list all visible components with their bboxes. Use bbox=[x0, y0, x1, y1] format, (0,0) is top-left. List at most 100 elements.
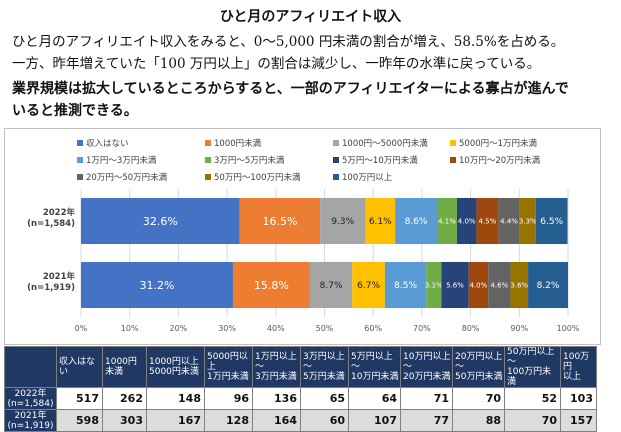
table-header-cell: 50万円以上～ 100万円未満 bbox=[504, 346, 561, 388]
x-tick-label: 100% bbox=[557, 324, 580, 333]
bar-segment bbox=[395, 197, 437, 245]
data-label: 3.6% bbox=[510, 281, 528, 289]
data-label: 4.4% bbox=[500, 217, 518, 225]
table-row: 2021年 (n=1,919) 598 303 167 128 164 60 107 77 88 70… bbox=[4, 409, 597, 432]
table-cell: 136 bbox=[252, 387, 301, 410]
table-header-cell bbox=[4, 346, 57, 388]
table-header-cell: 5万円以上～ 10万円未満 bbox=[348, 346, 401, 388]
legend-label: 1万円～3万円未満 bbox=[86, 155, 157, 166]
table-cell: 52 bbox=[504, 387, 561, 410]
table-cell: 88 bbox=[452, 409, 505, 432]
legend-swatch bbox=[333, 157, 339, 163]
data-label: 6.7% bbox=[357, 281, 380, 291]
bar-segment bbox=[309, 261, 353, 309]
table-header-cell: 10万円以上～ 20万円未満 bbox=[400, 346, 453, 388]
data-label: 4.0% bbox=[458, 217, 476, 225]
bar-segment bbox=[468, 261, 489, 309]
data-table: 収入はない 1000円 未満 1000円以上 5000円未満 5000円以上 1万円未満 1万… bbox=[4, 346, 597, 432]
table-cell: 164 bbox=[252, 409, 301, 432]
legend-label: 3万円～5万円未満 bbox=[214, 155, 285, 166]
table-cell: 103 bbox=[560, 387, 597, 410]
table-cell: 517 bbox=[56, 387, 103, 410]
legend-swatch bbox=[450, 157, 456, 163]
data-label: 32.6% bbox=[143, 215, 178, 228]
category-label: (n=1,919) bbox=[27, 283, 75, 293]
page-title: ひと月のアフィリエイト収入 bbox=[219, 9, 402, 25]
x-tick-label: 10% bbox=[121, 324, 139, 333]
data-label: 16.5% bbox=[262, 215, 297, 228]
legend-label: 50万円～100万円未満 bbox=[214, 172, 301, 183]
data-label: 15.8% bbox=[254, 279, 289, 292]
table-cell: 71 bbox=[400, 387, 453, 410]
x-tick-label: 40% bbox=[267, 324, 285, 333]
legend-label: 5000円～1万円未満 bbox=[459, 138, 538, 149]
paragraph-line-4: いると推測できる。 bbox=[12, 103, 138, 119]
data-label: 4.6% bbox=[490, 281, 508, 289]
bar-segment bbox=[436, 197, 457, 245]
bar-segment bbox=[528, 261, 568, 309]
table-cell: 157 bbox=[560, 409, 597, 432]
x-tick-label: 60% bbox=[364, 324, 382, 333]
data-label: 4.0% bbox=[469, 281, 487, 289]
table-header-cell: 3万円以上～ 5万円未満 bbox=[300, 346, 349, 388]
paragraph-line-1: ひと月のアフィリエイト収入をみると、0～5,000 円未満の割合が増え、58.5… bbox=[12, 34, 565, 50]
table-cell: 70 bbox=[452, 387, 505, 410]
data-label: 6.5% bbox=[540, 217, 563, 227]
table-cell: 262 bbox=[102, 387, 147, 410]
bar-segment bbox=[535, 197, 568, 245]
table-cell: 128 bbox=[204, 409, 253, 432]
stacked-bar-chart: 収入はない 1000円未満 1000円～5000円未満 5000円～1万円未満 1万円～… bbox=[27, 138, 580, 333]
legend-label: 20万円～50万円未満 bbox=[86, 172, 168, 183]
legend-label: 収入はない bbox=[86, 138, 129, 149]
x-tick-label: 0% bbox=[75, 324, 88, 333]
table-header-cell: 1000円 未満 bbox=[102, 346, 147, 388]
data-label: 6.1% bbox=[369, 217, 392, 227]
bar-segment bbox=[81, 261, 233, 309]
table-cell: 60 bbox=[300, 409, 349, 432]
table-header-cell: 20万円以上～ 50万円未満 bbox=[452, 346, 505, 388]
bar-segment bbox=[352, 261, 385, 309]
data-label: 9.3% bbox=[331, 217, 354, 227]
data-label: 3.1% bbox=[425, 281, 443, 289]
data-label: 8.2% bbox=[537, 281, 560, 291]
category-label: 2022年 bbox=[43, 207, 76, 218]
bar-segment bbox=[384, 261, 427, 309]
data-label: 3.3% bbox=[519, 217, 537, 225]
table-row-label: 2021年 (n=1,919) bbox=[4, 409, 57, 432]
data-label: 8.5% bbox=[394, 281, 417, 291]
category-label: (n=1,584) bbox=[27, 219, 75, 229]
table-row-label: 2022年 (n=1,584) bbox=[4, 387, 57, 410]
data-label: 5.6% bbox=[446, 281, 464, 289]
legend-swatch bbox=[205, 174, 211, 180]
table-header-cell: 1000円以上 5000円未満 bbox=[146, 346, 205, 388]
data-label: 4.5% bbox=[479, 217, 497, 225]
category-label: 2021年 bbox=[43, 271, 76, 282]
bar-segment bbox=[426, 261, 442, 309]
table-header-cell: 100万円 以上 bbox=[560, 346, 597, 388]
bar-segment bbox=[232, 261, 310, 309]
legend-swatch bbox=[205, 157, 211, 163]
x-tick-label: 90% bbox=[510, 324, 528, 333]
bar-segment bbox=[519, 197, 536, 245]
bar-segment bbox=[320, 197, 366, 245]
table-cell: 65 bbox=[300, 387, 349, 410]
x-tick-label: 80% bbox=[462, 324, 480, 333]
legend-label: 5万円～10万円未満 bbox=[342, 155, 418, 166]
table-header-cell: 5000円以上 1万円未満 bbox=[204, 346, 253, 388]
bar-segment bbox=[476, 197, 499, 245]
bar-segment bbox=[456, 197, 477, 245]
bar-segment bbox=[498, 197, 520, 245]
data-label: 31.2% bbox=[139, 279, 174, 292]
table-cell: 303 bbox=[102, 409, 147, 432]
data-label: 8.7% bbox=[320, 281, 343, 291]
legend-swatch bbox=[333, 140, 339, 146]
table-cell: 148 bbox=[146, 387, 205, 410]
legend-label: 1000円未満 bbox=[214, 138, 262, 149]
table-cell: 167 bbox=[146, 409, 205, 432]
paragraph-line-2: 一方、昨年増えていた「100 万円以上」の割合は減少し、一昨年の水準に戻っている… bbox=[12, 56, 541, 72]
x-tick-label: 50% bbox=[316, 324, 334, 333]
legend-swatch bbox=[77, 140, 83, 146]
table-header-row: 収入はない 1000円 未満 1000円以上 5000円未満 5000円以上 1万円未満 1万… bbox=[4, 346, 597, 388]
legend-label: 100万円以上 bbox=[342, 173, 393, 183]
bar-segment bbox=[441, 261, 469, 309]
